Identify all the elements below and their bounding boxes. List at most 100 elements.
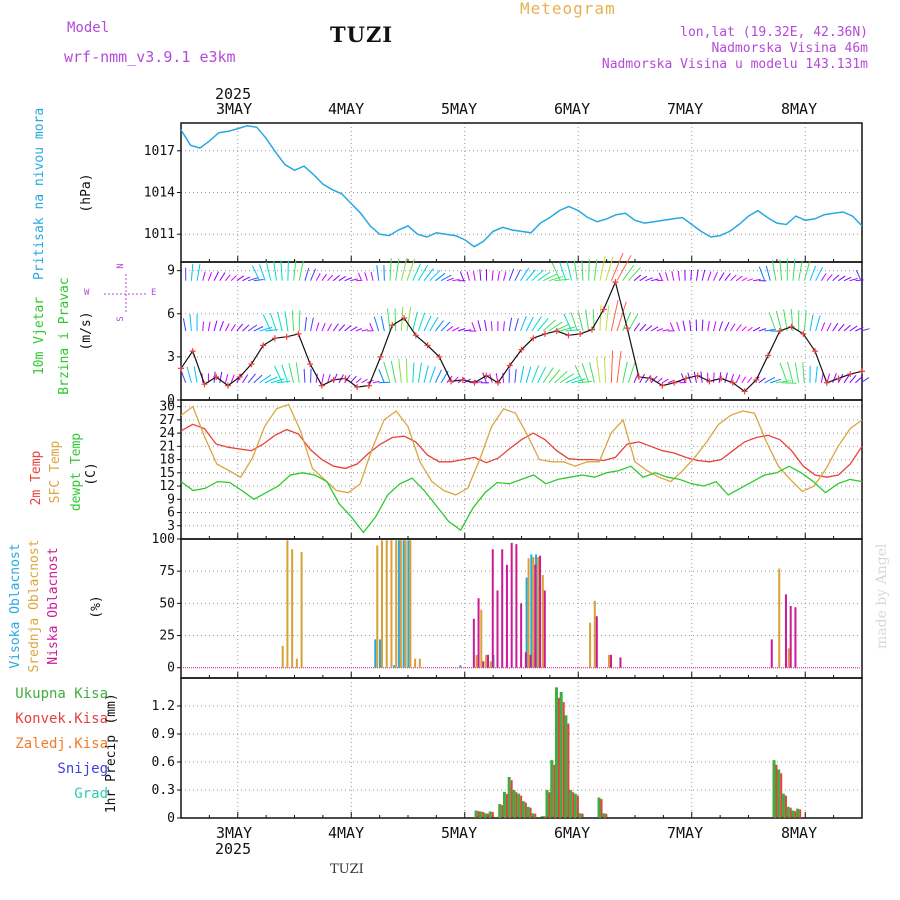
wind-direction-arrow	[446, 277, 454, 282]
precip-total-bar	[474, 810, 478, 818]
wind-direction-arrow	[202, 321, 205, 332]
wind-direction-arrow	[695, 269, 699, 281]
precip-conv-bar	[581, 813, 584, 818]
cloud-bar-2	[300, 551, 303, 668]
precip-conv-bar	[534, 813, 537, 818]
wind-direction-arrow	[412, 362, 415, 383]
wind-direction-arrow	[398, 358, 402, 383]
wind-speed-marker	[729, 379, 736, 386]
wind-direction-arrow	[293, 260, 297, 281]
bottom-day-label: 6MAY	[554, 824, 591, 842]
clouds-ytick-label: 25	[159, 629, 175, 644]
pressure-ytick-label: 1014	[144, 186, 175, 201]
wind-speed-marker	[577, 330, 584, 337]
wind-direction-arrow	[701, 269, 706, 281]
precip-conv-bar	[567, 723, 570, 818]
precip-total-bar	[569, 790, 573, 818]
wind-speed-marker	[224, 382, 231, 389]
wind-direction-arrow	[303, 368, 306, 383]
wind-direction-arrow	[779, 362, 788, 383]
cloud-bar-3	[510, 542, 513, 668]
wind-direction-arrow	[707, 271, 712, 281]
wind-direction-arrow	[417, 362, 422, 383]
wind-direction-arrow	[764, 376, 776, 384]
wind-direction-arrow	[633, 373, 639, 383]
wind-speed-marker	[706, 378, 713, 385]
wind-direction-arrow	[327, 374, 331, 383]
precip-total-bar	[796, 808, 800, 818]
compass-s: S	[116, 316, 126, 322]
wind-direction-arrow	[838, 275, 846, 282]
wind-direction-arrow	[765, 265, 771, 281]
wind-direction-arrow	[277, 311, 283, 332]
precip-total-bar	[772, 760, 776, 818]
wind-direction-arrow	[730, 373, 735, 383]
wind-direction-arrow	[466, 271, 470, 281]
wind-direction-arrow	[787, 361, 794, 383]
wind-direction-arrow	[855, 279, 864, 282]
cloud-bar-3	[487, 654, 490, 668]
wind-direction-arrow	[792, 258, 796, 281]
lonlat-label: lon,lat (19.32E, 42.36N)	[680, 25, 868, 40]
wind-direction-arrow	[551, 262, 561, 281]
legend-snow: Snijeg	[57, 761, 108, 777]
wind-speed-marker	[436, 353, 443, 360]
wind-direction-arrow	[542, 367, 554, 384]
precip-total-bar	[507, 776, 511, 818]
wind-direction-arrow	[650, 278, 659, 282]
wind-direction-arrow	[645, 277, 653, 282]
cloud-bar-1	[459, 665, 462, 668]
cloud-bar-1	[393, 665, 396, 668]
temperature-frame	[180, 399, 863, 540]
wind-direction-arrow	[531, 316, 542, 332]
temperature-ytick-label: 9	[167, 492, 175, 507]
wind-direction-arrow	[503, 271, 507, 281]
wind-direction-arrow	[730, 323, 736, 332]
chart-title: Meteogram	[520, 0, 616, 18]
cloud-bar-3	[794, 607, 797, 668]
cloud-bar-1	[402, 540, 405, 668]
wind-direction-arrow	[832, 373, 837, 383]
wind-direction-arrow	[639, 373, 646, 383]
temperature-ytick-label: 15	[159, 466, 175, 481]
wind-direction-arrow	[298, 260, 304, 281]
wind-direction-arrow	[321, 322, 326, 332]
wind-direction-arrow	[832, 322, 839, 332]
wind-speed-marker	[365, 382, 372, 389]
wind-direction-arrow	[400, 257, 408, 281]
wind-direction-arrow	[224, 374, 229, 383]
cloud-bar-3	[543, 590, 546, 668]
wind-direction-arrow	[477, 320, 482, 332]
wind-direction-arrow	[560, 373, 575, 384]
wind-direction-arrow	[435, 272, 446, 282]
wind-direction-arrow	[718, 272, 725, 281]
cloud-bar-2	[291, 549, 294, 668]
wind-direction-arrow	[280, 260, 283, 281]
pressure-ytick-label: 1017	[144, 144, 175, 159]
top-day-label: 7MAY	[667, 100, 704, 118]
precip-total-bar	[512, 790, 516, 818]
wind-direction-arrow	[355, 328, 363, 332]
precip-conv-bar	[487, 813, 490, 818]
wind-speed-marker	[295, 330, 302, 337]
precip-total-bar	[791, 810, 795, 818]
precip-conv-bar	[572, 792, 575, 818]
cloud-bar-2	[390, 540, 393, 668]
wind-direction-arrow	[520, 315, 527, 332]
wind-speed-marker	[565, 332, 572, 339]
wind-direction-arrow	[514, 318, 519, 332]
pressure-ylabel: Pritisak na nivou mora	[32, 107, 47, 280]
wind-direction-arrow	[429, 316, 439, 332]
wind-direction-arrow	[242, 374, 249, 384]
wind-direction-arrow	[284, 311, 289, 332]
temp2m-ylabel: 2m Temp	[29, 450, 44, 506]
cloud-bar-2	[537, 557, 540, 668]
temperature-ytick-label: 27	[159, 413, 175, 428]
wind-direction-arrow	[230, 275, 237, 282]
temp-series-2-line	[180, 403, 863, 496]
low-cloud-ylabel: Niska Oblacnost	[46, 547, 61, 665]
wind-direction-arrow	[423, 315, 432, 332]
cloud-bar-2	[295, 658, 298, 668]
model-label: Model	[67, 20, 110, 36]
wind-direction-arrow	[593, 259, 598, 281]
